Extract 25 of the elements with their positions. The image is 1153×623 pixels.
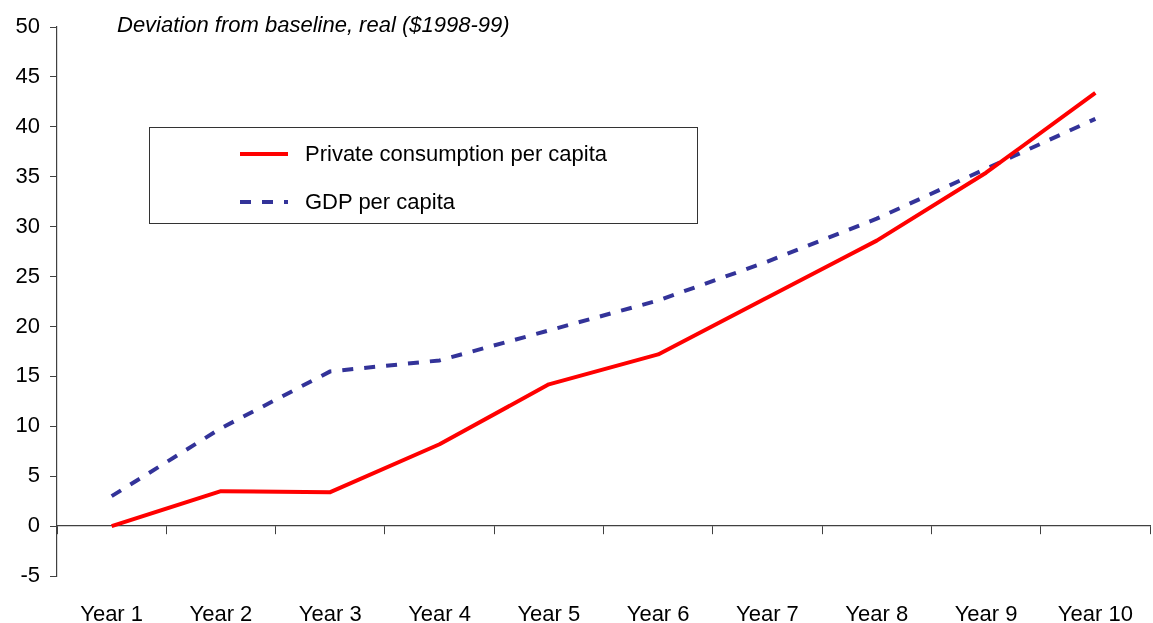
y-axis-title: Deviation from baseline, real ($1998-99) xyxy=(117,12,510,38)
y-tick-label: 40 xyxy=(15,112,40,138)
x-tick-label: Year 2 xyxy=(189,601,253,623)
y-tick-label: 25 xyxy=(15,262,40,288)
y-tick-label: 5 xyxy=(27,462,40,488)
y-tick-label: 20 xyxy=(15,312,40,338)
x-tick-label: Year 8 xyxy=(845,601,909,623)
y-tick-label: 15 xyxy=(15,362,40,388)
y-tick-label: 0 xyxy=(27,512,40,538)
x-tick-label: Year 7 xyxy=(736,601,799,623)
x-tick-label: Year 9 xyxy=(954,601,1018,623)
x-tick-label: Year 10 xyxy=(1057,601,1133,623)
y-tick-label: 45 xyxy=(15,62,40,88)
x-tick-label: Year 1 xyxy=(80,601,144,623)
y-tick-label: 30 xyxy=(15,212,40,238)
y-tick-label: -5 xyxy=(20,562,40,588)
y-tick-label: 35 xyxy=(15,162,40,188)
legend-label: GDP per capita xyxy=(305,189,456,215)
x-tick-label: Year 4 xyxy=(408,601,471,623)
x-tick-label: Year 6 xyxy=(626,601,690,623)
x-tick-label: Year 5 xyxy=(517,601,581,623)
x-tick-label: Year 3 xyxy=(298,601,362,623)
y-tick-label: 50 xyxy=(15,13,40,39)
legend-label: Private consumption per capita xyxy=(305,141,608,167)
y-tick-label: 10 xyxy=(15,412,40,438)
